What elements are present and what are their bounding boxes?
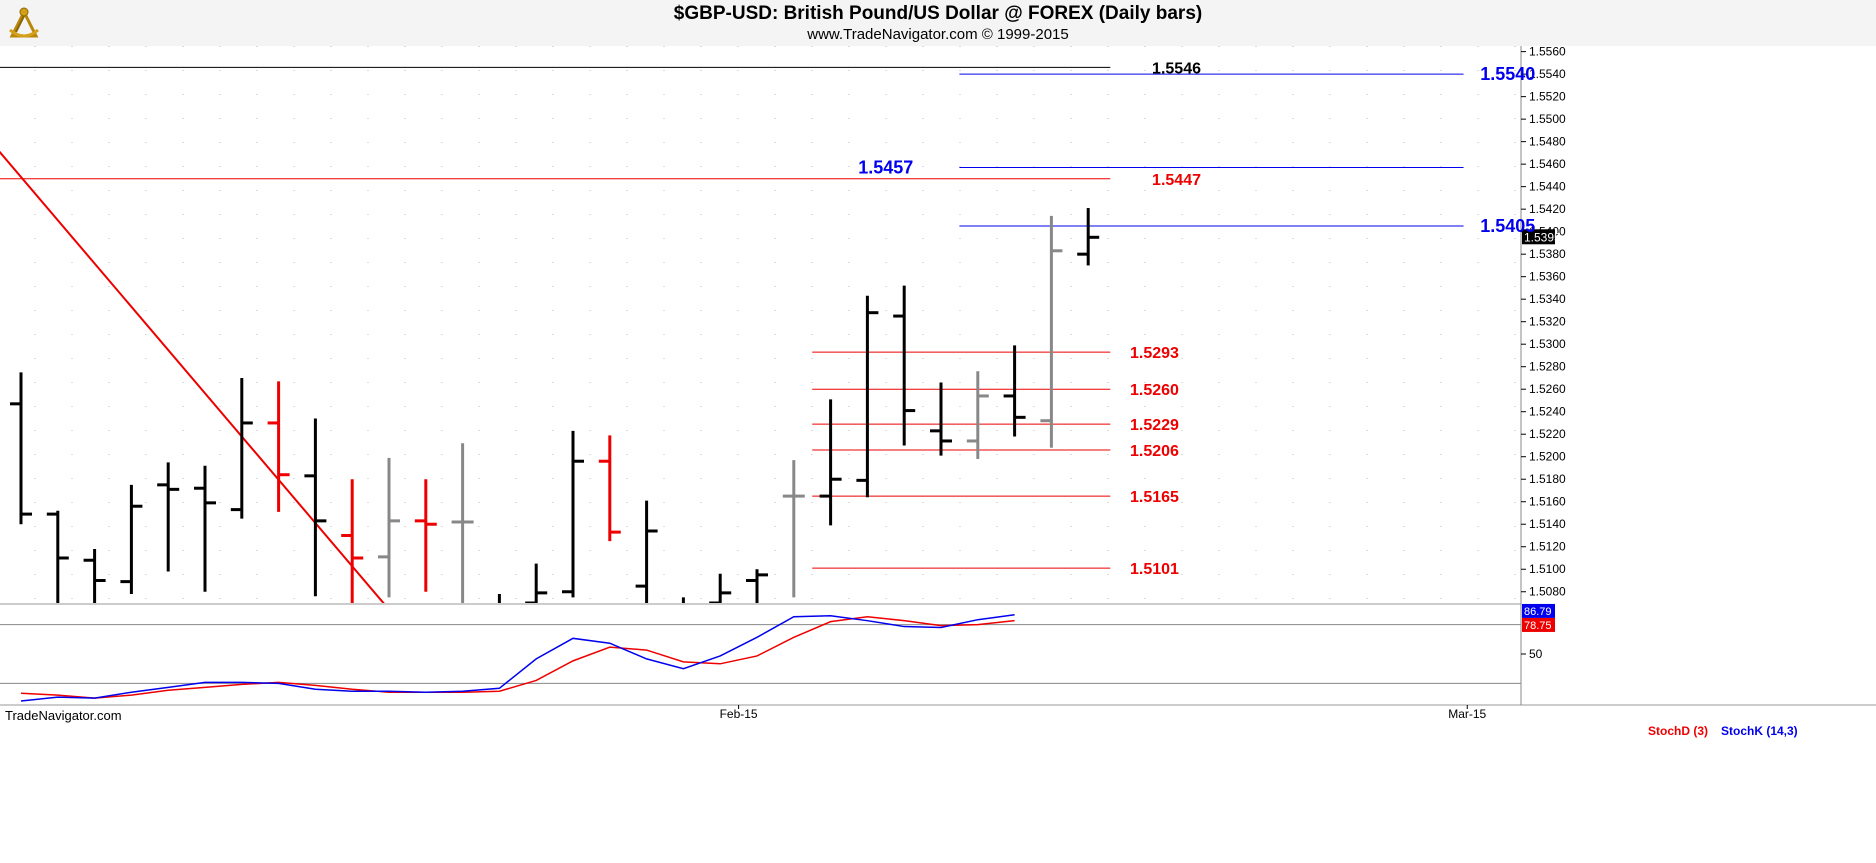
stoch-d-line	[20, 616, 1015, 699]
stoch-d-value-tag	[1522, 617, 1555, 632]
price-tick-label: 1.5380	[1529, 247, 1566, 261]
level-label: 1.5165	[1130, 489, 1179, 506]
level-label: 1.5293	[1130, 345, 1179, 362]
stoch-k-legend: StochK (14,3)	[1721, 724, 1798, 738]
level-label: 1.5229	[1130, 417, 1179, 434]
price-tick-label: 1.5080	[1529, 585, 1566, 599]
price-tick-label: 1.5300	[1529, 337, 1566, 351]
stoch-plot-area	[20, 614, 1015, 702]
price-tick-label: 1.5340	[1529, 292, 1566, 306]
price-tick-label: 1.5560	[1529, 45, 1566, 59]
price-tick-label: 1.5200	[1529, 450, 1566, 464]
watermark-text: TradeNavigator.com	[5, 708, 122, 723]
chart-header: $GBP-USD: British Pound/US Dollar @ FORE…	[0, 0, 1876, 46]
level-label: 1.5457	[858, 158, 913, 178]
price-tick-label: 1.5280	[1529, 360, 1566, 374]
level-label: 1.5206	[1130, 443, 1179, 460]
price-tick-label: 1.5480	[1529, 135, 1566, 149]
price-tick-label: 1.5360	[1529, 270, 1566, 284]
level-label: 1.5405	[1480, 216, 1535, 236]
price-tick-label: 1.5460	[1529, 157, 1566, 171]
level-label: 1.5540	[1480, 64, 1535, 84]
price-tick-label: 1.5160	[1529, 495, 1566, 509]
stoch-k-value: 86.79	[1524, 606, 1552, 618]
price-tick-label: 1.5180	[1529, 472, 1566, 486]
last-price-label: 1.5395	[1524, 230, 1561, 244]
price-tick-label: 1.5520	[1529, 90, 1566, 104]
price-tick-label: 1.5260	[1529, 382, 1566, 396]
stoch-k-value-tag	[1522, 603, 1555, 618]
price-tick-label: 1.5420	[1529, 202, 1566, 216]
price-tick-label: 1.5540	[1529, 67, 1566, 81]
price-tick-label: 1.5500	[1529, 112, 1566, 126]
time-tick-label: Feb-15	[720, 707, 758, 721]
last-price-tag	[1522, 229, 1555, 245]
chart-title: $GBP-USD: British Pound/US Dollar @ FORE…	[673, 3, 1203, 24]
level-label: 1.5260	[1130, 382, 1179, 399]
stoch-d-value: 78.75	[1524, 620, 1552, 632]
level-label: 1.5447	[1152, 172, 1201, 189]
price-tick-label: 1.5120	[1529, 540, 1566, 554]
trendline	[0, 150, 385, 603]
price-panel	[0, 46, 1521, 603]
price-tick-label: 1.5320	[1529, 315, 1566, 329]
price-plot-area	[0, 66, 1464, 603]
price-tick-label: 1.5220	[1529, 427, 1566, 441]
level-label: 1.5546	[1152, 60, 1201, 77]
chart-subtitle: www.TradeNavigator.com © 1999-2015	[807, 26, 1069, 43]
sextant-icon	[4, 2, 44, 42]
price-tick-label: 1.5100	[1529, 562, 1566, 576]
level-label: 1.5101	[1130, 561, 1179, 578]
price-tick-label: 1.5240	[1529, 405, 1566, 419]
price-tick-label: 1.5140	[1529, 517, 1566, 531]
stoch-k-line	[20, 614, 1015, 702]
price-tick-label: 1.5440	[1529, 180, 1566, 194]
stoch-tick-label: 50	[1529, 647, 1543, 661]
time-tick-label: Mar-15	[1448, 707, 1486, 721]
stoch-d-legend: StochD (3)	[1648, 724, 1708, 738]
